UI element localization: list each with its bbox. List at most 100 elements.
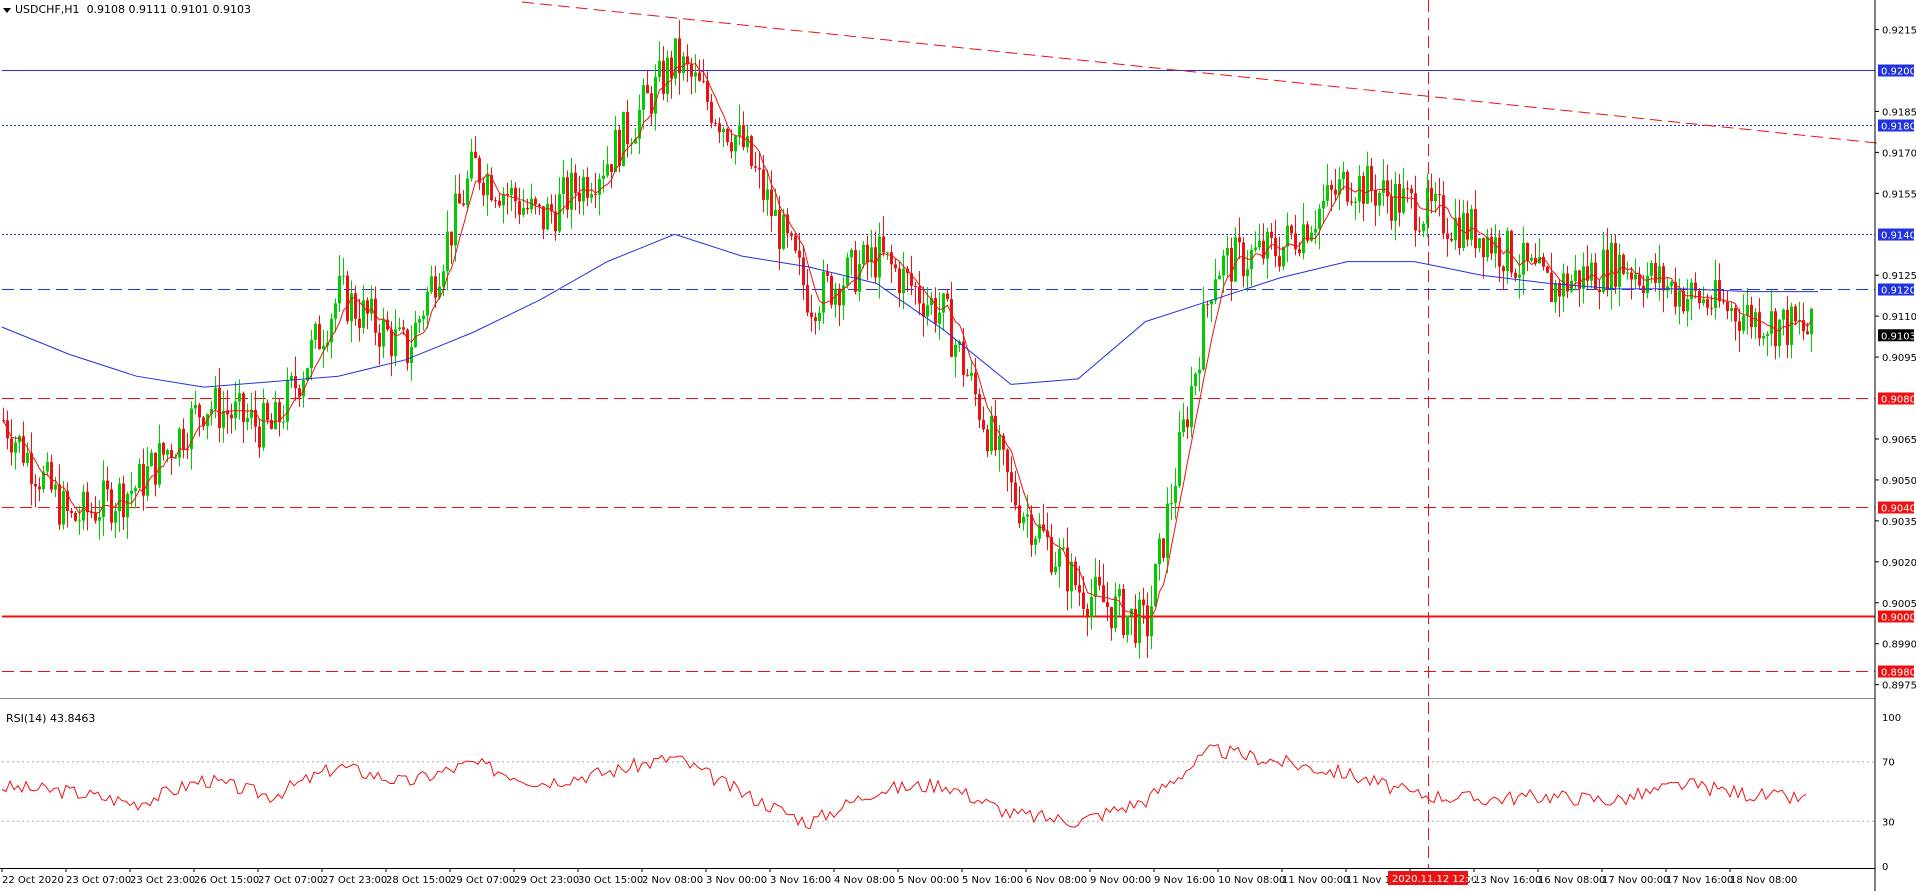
rsi-axis-label: 30 xyxy=(1882,817,1895,828)
candle-body xyxy=(818,312,821,322)
candle-body xyxy=(450,231,453,246)
candle-body xyxy=(1430,187,1433,202)
candle-body xyxy=(1014,482,1017,506)
time-tick-label: 16 Nov 08:00 xyxy=(1538,875,1605,886)
candle-body xyxy=(1286,225,1289,247)
candle-body xyxy=(562,177,565,195)
candle-body xyxy=(554,211,557,232)
candle-body xyxy=(1262,240,1265,259)
candle-body xyxy=(1034,538,1037,545)
candle-body xyxy=(1634,274,1637,280)
candle-body xyxy=(846,257,849,286)
candle-body xyxy=(1350,201,1353,203)
candle-body xyxy=(934,297,937,324)
level-tag-0.9200: 0.9200 xyxy=(1881,67,1916,78)
candle-body xyxy=(1426,187,1429,224)
time-tick-label: 2 Nov 08:00 xyxy=(642,875,703,886)
candle-body xyxy=(1650,263,1653,276)
candle-body xyxy=(766,189,769,200)
candle-body xyxy=(1010,472,1013,483)
candle-body xyxy=(942,293,945,313)
candle-body xyxy=(1762,336,1765,339)
candle-body xyxy=(142,464,145,496)
candle-body xyxy=(1674,282,1677,307)
candle-body xyxy=(514,187,517,202)
candle-body xyxy=(194,404,197,409)
time-tick-label: 5 Nov 00:00 xyxy=(898,875,959,886)
candle-body xyxy=(1514,272,1517,278)
candle-body xyxy=(134,488,137,491)
candle-body xyxy=(910,273,913,286)
candle-body xyxy=(1110,606,1113,629)
candle-body xyxy=(146,465,149,496)
candle-body xyxy=(722,129,725,133)
candle-body xyxy=(1546,266,1549,273)
candle-body xyxy=(170,450,173,458)
candle-body xyxy=(1062,547,1065,549)
candle-body xyxy=(1450,238,1453,241)
candle-body xyxy=(358,318,361,328)
candle-body xyxy=(350,293,353,322)
candle-body xyxy=(38,486,41,490)
candle-body xyxy=(1006,449,1009,473)
candle-body xyxy=(634,138,637,144)
candle-body xyxy=(1082,592,1085,609)
candle-body xyxy=(1414,193,1417,231)
candle-body xyxy=(918,286,921,304)
level-tag-bg xyxy=(1878,119,1914,132)
candle-body xyxy=(1366,166,1369,204)
descending-trendline[interactable] xyxy=(521,1,1878,144)
candle-body xyxy=(1106,602,1109,607)
candle-body xyxy=(1330,184,1333,190)
candle-body xyxy=(1138,599,1141,644)
candle-body xyxy=(834,288,837,305)
candle-body xyxy=(894,264,897,269)
candle-body xyxy=(1290,225,1293,234)
candle-body xyxy=(778,209,781,249)
candle-body xyxy=(526,207,529,210)
slow-moving-average xyxy=(1,233,1818,388)
candle-body xyxy=(954,344,957,357)
level-tag-0.9140: 0.9140 xyxy=(1881,231,1916,242)
candle-body xyxy=(1018,505,1021,524)
candle-body xyxy=(714,122,717,124)
collapse-triangle-icon[interactable] xyxy=(3,7,11,13)
candle-body xyxy=(1742,315,1745,331)
candle-body xyxy=(1730,307,1733,312)
candle-body xyxy=(706,81,709,102)
candle-body xyxy=(658,60,661,77)
crosshair: 2020.11.12 12:00 xyxy=(1388,0,1481,885)
level-tag-0.9080: 0.9080 xyxy=(1881,395,1916,406)
candle-body xyxy=(966,374,969,376)
price-tick-label: 0.9050 xyxy=(1882,476,1916,487)
candle-body xyxy=(486,175,489,196)
candle-body xyxy=(442,271,445,287)
candle-body xyxy=(946,293,949,300)
candle-body xyxy=(1530,257,1533,261)
candle-body xyxy=(1050,537,1053,573)
candle-body xyxy=(386,319,389,330)
candle-body xyxy=(790,233,793,236)
candle-body xyxy=(334,303,337,319)
candle-body xyxy=(414,322,417,347)
candle-body xyxy=(1266,231,1269,259)
candle-body xyxy=(614,129,617,172)
time-tick-label: 30 Oct 15:00 xyxy=(578,875,643,886)
candle-body xyxy=(1458,217,1461,249)
candle-body xyxy=(54,484,57,490)
candle-body xyxy=(898,268,901,294)
candle-body xyxy=(138,464,141,489)
candle-body xyxy=(370,298,373,314)
candle-body xyxy=(1698,290,1701,304)
candle-body xyxy=(298,388,301,397)
candle-body xyxy=(342,275,345,277)
candle-body xyxy=(1462,213,1465,249)
time-tick-label: 11 Nov 1 xyxy=(1346,875,1391,886)
candle-body xyxy=(922,303,925,317)
current-price-bg xyxy=(1878,329,1914,342)
candle-body xyxy=(1158,538,1161,565)
candle-body xyxy=(546,204,549,230)
candle-body xyxy=(1702,299,1705,304)
